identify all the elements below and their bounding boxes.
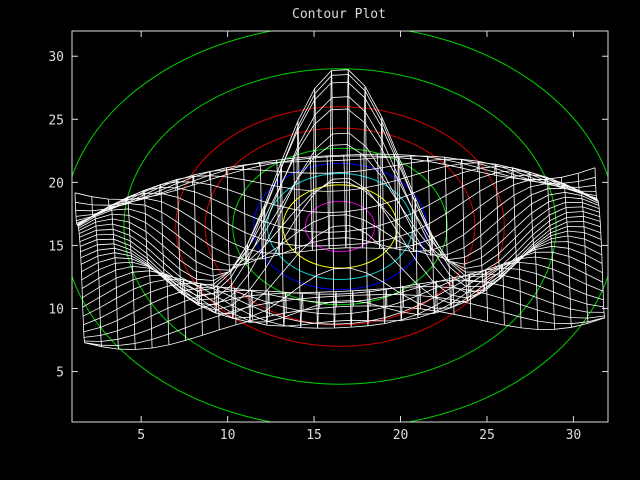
mesh-column-line <box>510 167 522 328</box>
mesh-column-line <box>124 196 136 350</box>
y-tick-label: 5 <box>56 366 64 381</box>
mesh-column-line <box>477 161 488 322</box>
contour-line-3 <box>175 106 505 347</box>
mesh-row-line <box>82 261 604 325</box>
mesh-column-line <box>343 69 354 328</box>
y-tick-label: 25 <box>48 113 64 128</box>
mesh-row-line <box>75 155 596 212</box>
mesh-column-line <box>326 70 337 329</box>
mesh-column-line <box>192 174 203 336</box>
mesh-row-line <box>84 305 606 350</box>
mesh-row-line <box>82 251 603 327</box>
mesh-row-line <box>81 241 602 319</box>
mesh-column-line <box>460 158 472 318</box>
plot-frame <box>71 30 609 423</box>
mesh-row-line <box>79 108 600 282</box>
mesh-column-line <box>242 164 254 323</box>
mesh-column-line <box>594 167 606 319</box>
mesh-column-line <box>208 170 220 330</box>
mesh-row-line <box>74 155 596 200</box>
mesh-column-line <box>527 171 539 330</box>
mesh-row-line <box>80 177 602 311</box>
mesh-column-line <box>175 179 186 341</box>
mesh-column-line <box>158 184 170 345</box>
mesh-column-line <box>561 177 572 328</box>
x-tick-label: 5 <box>137 428 145 443</box>
y-tick-label: 10 <box>48 302 64 317</box>
mesh-column-line <box>443 157 455 315</box>
mesh-column-line <box>225 167 237 325</box>
mesh-row-line <box>84 286 605 342</box>
mesh-column-line <box>376 116 388 324</box>
mesh-row-line <box>83 279 605 338</box>
x-tick-label: 10 <box>220 428 236 443</box>
mesh-column-line <box>410 155 421 318</box>
mesh-row-line <box>77 182 599 260</box>
mesh-column-line <box>141 189 153 349</box>
mesh-column-line <box>275 160 287 327</box>
x-tick-label: 15 <box>306 428 322 443</box>
y-tick-label: 20 <box>48 176 64 191</box>
surface-mesh <box>74 69 606 350</box>
mesh-column-line <box>393 154 405 322</box>
mesh-column-line <box>494 163 505 326</box>
mesh-column-line <box>309 88 321 329</box>
mesh-row-line <box>83 267 604 326</box>
mesh-row-line <box>76 170 598 233</box>
mesh-row-line <box>79 69 600 292</box>
mesh-column-line <box>426 155 438 314</box>
mesh-row-line <box>76 166 597 224</box>
mesh-row-line <box>82 256 603 329</box>
mesh-row-line <box>77 179 598 255</box>
mesh-row-line <box>75 158 597 217</box>
mesh-row-line <box>81 225 602 315</box>
mesh-row-line <box>78 144 600 277</box>
axis-ticks: 5 10 15 20 25 30 5 10 15 20 25 30 <box>48 31 608 443</box>
x-tick-label: 20 <box>393 428 409 443</box>
x-tick-label: 25 <box>479 428 495 443</box>
chart-title: Contour Plot <box>292 7 386 22</box>
mesh-column-line <box>91 196 103 347</box>
mesh-row-line <box>84 294 605 346</box>
y-tick-label: 15 <box>48 239 64 254</box>
mesh-column-line <box>359 86 371 326</box>
x-tick-label: 30 <box>566 428 582 443</box>
mesh-column-line <box>292 120 304 328</box>
mesh-column-line <box>577 173 589 324</box>
mesh-row-line <box>75 153 596 206</box>
mesh-column-line <box>259 161 270 326</box>
mesh-row-line <box>83 273 604 333</box>
mesh-column-line <box>108 199 119 350</box>
mesh-row-line <box>78 181 599 271</box>
mesh-column-line <box>544 176 556 330</box>
mesh-row-line <box>77 174 598 247</box>
mesh-column-line <box>74 192 86 344</box>
mesh-row-line <box>77 187 599 266</box>
mesh-row-line <box>79 81 600 286</box>
y-tick-label: 30 <box>48 50 64 65</box>
